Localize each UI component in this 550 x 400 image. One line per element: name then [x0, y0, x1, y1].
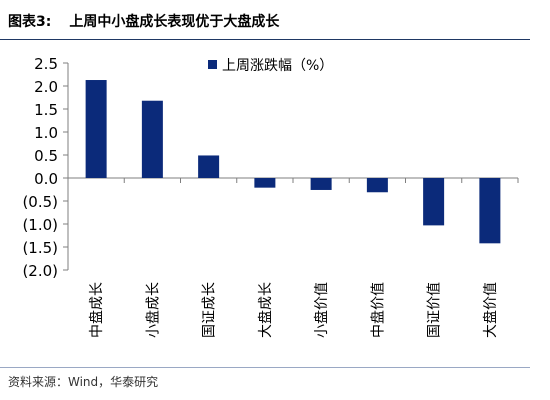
figure-number: 图表3:: [8, 14, 52, 30]
x-category-label: 小盘价值: [313, 282, 330, 338]
figure-title-line: 图表3: 上周中小盘成长表现优于大盘成长: [8, 11, 279, 31]
y-tick-label: 1.5: [34, 101, 58, 119]
bar-3: [198, 155, 220, 178]
source-note: 资料来源：Wind，华泰研究: [8, 375, 159, 389]
bar-2: [141, 100, 163, 178]
figure-title: 上周中小盘成长表现优于大盘成长: [69, 14, 280, 30]
source-divider: [0, 367, 530, 368]
x-category-label: 小盘成长: [144, 282, 161, 338]
x-category-label: 大盘成长: [257, 282, 274, 338]
x-category-label: 中盘价值: [369, 282, 386, 338]
bar-6: [366, 178, 388, 193]
bar-5: [310, 178, 332, 190]
x-category-label: 国证价值: [427, 282, 443, 338]
figure-header: 图表3: 上周中小盘成长表现优于大盘成长: [0, 0, 550, 40]
y-tick-label: (1.0): [22, 216, 58, 234]
bar-1: [85, 80, 107, 178]
y-tick-label: 2.0: [34, 78, 58, 96]
y-tick-label: (1.5): [22, 239, 58, 257]
title-divider: [0, 39, 530, 40]
y-tick-label: 2.5: [34, 55, 58, 73]
y-tick-label: (0.5): [22, 193, 58, 211]
bar-8: [479, 178, 501, 244]
y-tick-label: 1.0: [34, 124, 58, 142]
y-tick-label: (2.0): [22, 262, 58, 280]
bar-chart: 2.5 2.0 1.5 1.0 0.5 0.0 (0.5) (1.0) (1.5) (2.0) 中盘…: [22, 55, 519, 338]
x-category-label: 国证成长: [202, 282, 218, 338]
bar-4: [254, 178, 276, 188]
x-category-label: 中盘成长: [88, 282, 105, 338]
bar-7: [423, 178, 445, 226]
x-category-label: 大盘价值: [482, 282, 499, 338]
legend-label: 上周涨跌幅（%）: [222, 58, 333, 74]
y-tick-label: 0.0: [34, 170, 58, 188]
legend-swatch: [208, 60, 217, 69]
y-tick-label: 0.5: [34, 147, 58, 165]
